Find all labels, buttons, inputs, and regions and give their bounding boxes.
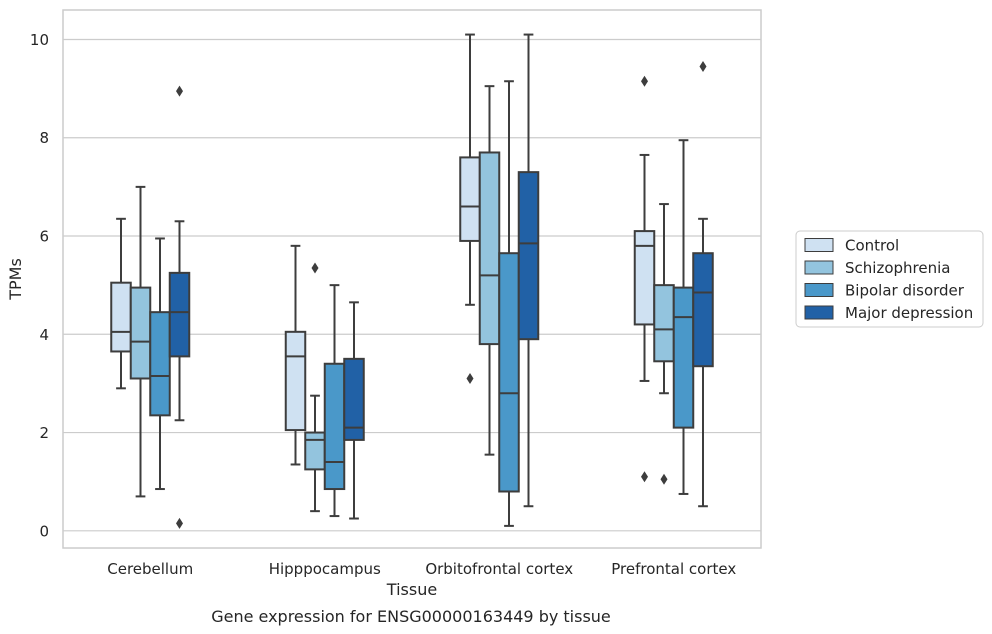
iqr-box	[478, 151, 501, 346]
iqr-box	[343, 357, 365, 441]
box-bipolar-disorder	[323, 284, 346, 518]
iqr-box	[672, 286, 695, 429]
box-control	[633, 75, 656, 483]
iqr-box	[129, 286, 152, 380]
x-tick-label: Cerebellum	[107, 560, 193, 578]
y-tick-label: 6	[39, 228, 49, 246]
iqr-box	[284, 330, 307, 432]
box-bipolar-disorder	[149, 237, 171, 491]
x-tick-labels: Cerebellum Hipppocampus Orbitofrontal cort…	[107, 560, 736, 578]
iqr-box	[517, 171, 540, 341]
box-major-depression	[168, 85, 191, 529]
chart-caption: Gene expression for ENSG00000163449 by t…	[211, 607, 611, 626]
iqr-box	[692, 252, 714, 368]
iqr-box	[459, 156, 481, 242]
outlier-point	[466, 372, 474, 384]
box-major-depression	[343, 301, 365, 520]
legend-swatch	[804, 260, 834, 275]
y-axis-title: TPMs	[6, 258, 25, 301]
box-schizophrenia	[304, 262, 326, 513]
x-axis-title: Tissue	[386, 580, 437, 599]
y-tick-label: 4	[39, 326, 49, 344]
box-major-depression	[517, 33, 540, 508]
box-schizophrenia	[653, 203, 675, 485]
legend-swatch	[804, 305, 834, 320]
box-bipolar-disorder	[498, 80, 520, 527]
legend-label: Major depression	[845, 304, 973, 322]
y-tick-label: 0	[39, 522, 49, 540]
outlier-point	[641, 471, 648, 483]
y-tick-label: 8	[39, 129, 49, 147]
x-tick-label: Hipppocampus	[269, 560, 381, 578]
iqr-box	[653, 284, 675, 363]
iqr-box	[633, 230, 656, 326]
legend-items: Control Schizophrenia Bipolar disorder Majo…	[804, 237, 973, 322]
box-control	[110, 217, 132, 390]
box-control	[459, 33, 481, 384]
iqr-box	[110, 281, 132, 353]
box-schizophrenia	[129, 185, 152, 498]
outlier-point	[699, 61, 707, 73]
y-tick-label: 2	[39, 424, 49, 442]
outlier-point	[176, 85, 183, 97]
legend-frame	[795, 230, 984, 328]
iqr-box	[498, 252, 520, 493]
x-tick-label: Prefrontal cortex	[611, 560, 736, 578]
box-major-depression	[692, 61, 714, 508]
legend-label: Bipolar disorder	[845, 282, 965, 300]
box-control	[284, 244, 307, 466]
y-tick-labels: 0 2 4 6 8 10	[30, 31, 49, 540]
legend: Control Schizophrenia Bipolar disorder Majo…	[795, 230, 984, 328]
legend-swatch	[804, 283, 834, 297]
box-schizophrenia	[478, 85, 501, 456]
iqr-box	[149, 311, 171, 417]
outlier-point	[660, 473, 668, 485]
legend-swatch	[804, 238, 834, 252]
boxes-layer	[110, 33, 714, 529]
legend-label: Control	[845, 237, 899, 255]
iqr-box	[168, 271, 191, 358]
outlier-point	[641, 75, 648, 87]
iqr-box	[304, 431, 326, 471]
outlier-point	[176, 517, 183, 529]
outlier-point	[311, 262, 319, 274]
iqr-box	[323, 362, 346, 491]
y-tick-label: 10	[30, 31, 49, 49]
box-bipolar-disorder	[672, 139, 695, 495]
legend-label: Schizophrenia	[845, 259, 950, 277]
x-tick-label: Orbitofrontal cortex	[425, 560, 573, 578]
plot-frame	[62, 9, 762, 549]
